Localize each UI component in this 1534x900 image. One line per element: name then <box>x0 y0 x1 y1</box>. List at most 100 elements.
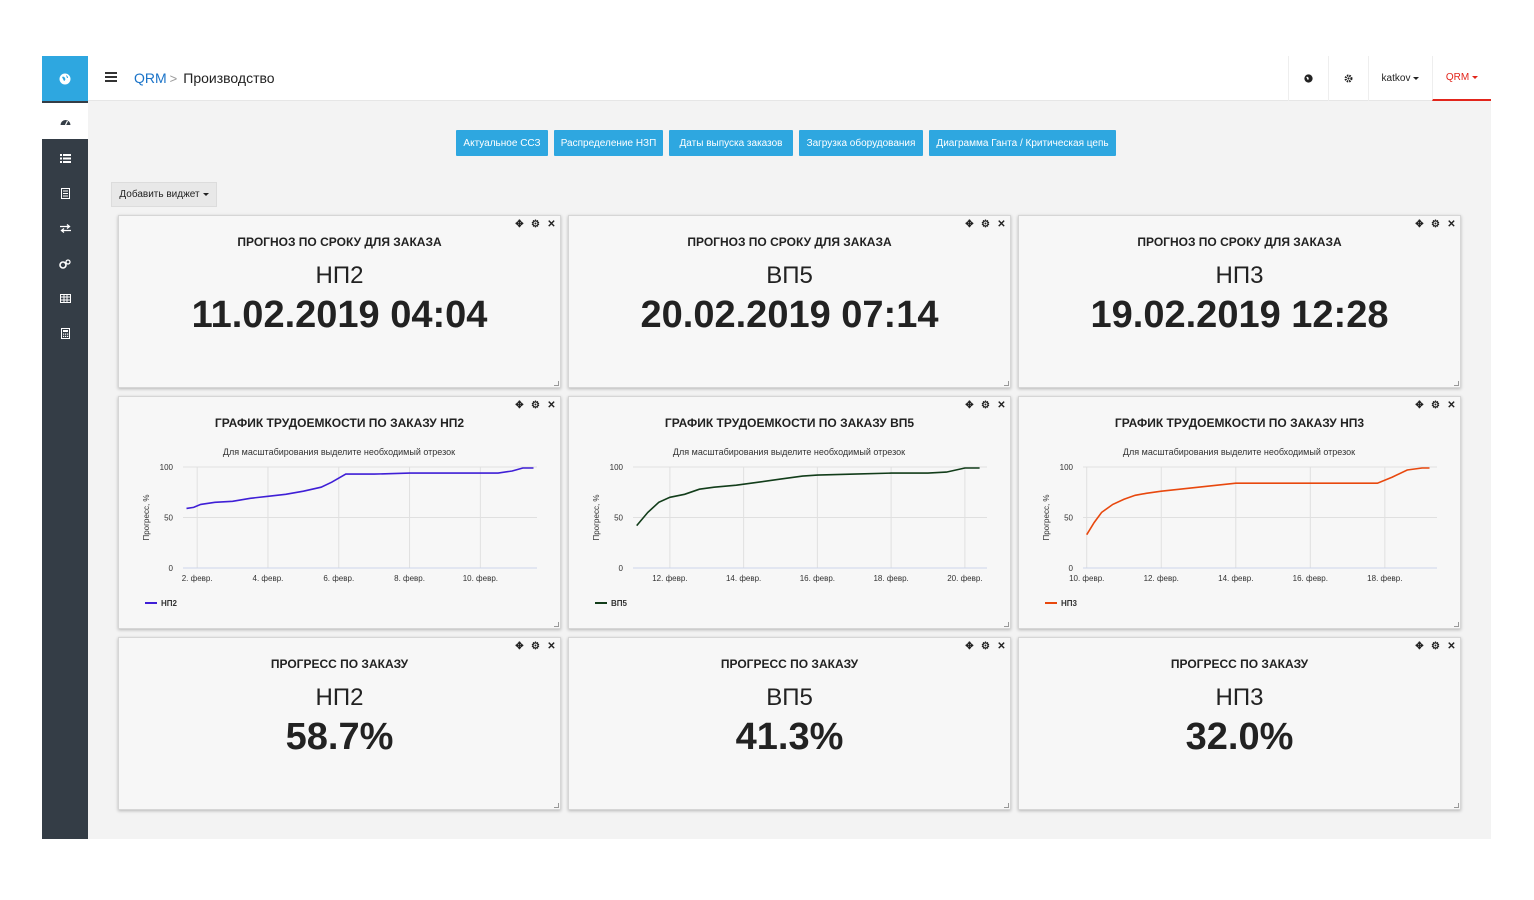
close-icon[interactable]: ✕ <box>547 400 556 411</box>
gear-icon[interactable]: ⚙ <box>1431 641 1440 652</box>
x-tick-label: 14. февр. <box>726 574 761 583</box>
app-menu[interactable]: QRM <box>1432 56 1491 101</box>
globe-button[interactable] <box>1288 56 1328 101</box>
x-tick-label: 20. февр. <box>947 574 982 583</box>
close-icon[interactable]: ✕ <box>997 400 1006 411</box>
tab-release-dates[interactable]: Даты выпуска заказов <box>669 130 793 156</box>
close-icon[interactable]: ✕ <box>1447 641 1456 652</box>
y-tick-label: 50 <box>164 514 173 523</box>
widget-title: ПРОГРЕСС ПО ЗАКАЗУ <box>1170 657 1309 671</box>
order-name: НП2 <box>315 684 364 711</box>
y-axis-label: Прогресс, % <box>1042 494 1051 540</box>
resize-handle[interactable] <box>1004 803 1009 808</box>
x-tick-label: 14. февр. <box>1218 574 1253 583</box>
y-tick-label: 0 <box>169 564 174 573</box>
breadcrumb: QRM > Производство <box>134 70 275 86</box>
labor-chart-widget: ✥ ⚙ ✕ ГРАФИК ТРУДОЕМКОСТИ ПО ЗАКАЗУ ВП5 Дл… <box>568 396 1011 629</box>
widget-controls: ✥ ⚙ ✕ <box>514 219 557 230</box>
resize-handle[interactable] <box>1454 622 1459 627</box>
chart-title: ГРАФИК ТРУДОЕМКОСТИ ПО ЗАКАЗУ НП2 <box>214 416 465 430</box>
move-icon[interactable]: ✥ <box>1415 641 1424 652</box>
resize-handle[interactable] <box>554 622 559 627</box>
user-name: katkov <box>1381 73 1411 84</box>
gear-icon[interactable]: ⚙ <box>1431 400 1440 411</box>
chart-title: ГРАФИК ТРУДОЕМКОСТИ ПО ЗАКАЗУ ВП5 <box>664 416 915 430</box>
sidebar-item-calculator[interactable] <box>42 316 88 351</box>
gear-icon[interactable]: ⚙ <box>981 400 990 411</box>
sidebar-item-document[interactable] <box>42 176 88 211</box>
y-tick-label: 0 <box>1069 564 1074 573</box>
resize-handle[interactable] <box>1454 803 1459 808</box>
sidebar-logo[interactable] <box>42 56 88 101</box>
view-tabs: Актуальное ССЗ Распределение НЗП Даты вы… <box>456 130 1122 156</box>
tab-equipment-load[interactable]: Загрузка оборудования <box>799 130 923 156</box>
tab-actual-ssz[interactable]: Актуальное ССЗ <box>456 130 548 156</box>
add-widget-button[interactable]: Добавить виджет <box>111 182 217 207</box>
sidebar-item-settings[interactable] <box>42 246 88 281</box>
move-icon[interactable]: ✥ <box>1415 400 1424 411</box>
resize-handle[interactable] <box>1004 622 1009 627</box>
tab-gantt[interactable]: Диаграмма Ганта / Критическая цепь <box>929 130 1116 156</box>
x-tick-label: 18. февр. <box>1367 574 1402 583</box>
move-icon[interactable]: ✥ <box>515 641 524 652</box>
close-icon[interactable]: ✕ <box>1447 400 1456 411</box>
move-icon[interactable]: ✥ <box>515 400 524 411</box>
sidebar-item-dashboard[interactable] <box>42 103 88 139</box>
calculator-icon <box>60 328 70 339</box>
widget-title: ПРОГНОЗ ПО СРОКУ ДЛЯ ЗАКАЗА <box>687 235 892 249</box>
breadcrumb-current: Производство <box>183 70 275 86</box>
close-icon[interactable]: ✕ <box>997 219 1006 230</box>
order-name: НП3 <box>1215 262 1264 289</box>
resize-handle[interactable] <box>1004 381 1009 386</box>
move-icon[interactable]: ✥ <box>515 219 524 230</box>
breadcrumb-separator: > <box>169 70 178 86</box>
gear-icon[interactable]: ⚙ <box>531 400 540 411</box>
order-name: НП2 <box>315 262 364 289</box>
x-tick-label: 12. февр. <box>1144 574 1179 583</box>
close-icon[interactable]: ✕ <box>547 641 556 652</box>
sidebar-item-table[interactable] <box>42 281 88 316</box>
table-icon <box>59 294 71 303</box>
chart-plot[interactable]: Для масштабирования выделите необходимый… <box>569 397 1010 628</box>
widget-title: ПРОГРЕСС ПО ЗАКАЗУ <box>720 657 859 671</box>
caret-down-icon <box>202 193 209 196</box>
order-name: НП3 <box>1215 684 1264 711</box>
gear-icon[interactable]: ⚙ <box>531 219 540 230</box>
resize-handle[interactable] <box>554 381 559 386</box>
chart-plot[interactable]: Для масштабирования выделите необходимый… <box>119 397 560 628</box>
close-icon[interactable]: ✕ <box>547 219 556 230</box>
legend-label: ВП5 <box>611 599 628 608</box>
progress-widget: ✥ ⚙ ✕ ПРОГРЕСС ПО ЗАКАЗУ ВП5 41.3% <box>568 637 1011 810</box>
hamburger-icon[interactable] <box>104 70 118 84</box>
close-icon[interactable]: ✕ <box>997 641 1006 652</box>
chart-subtitle: Для масштабирования выделите необходимый… <box>673 447 905 457</box>
chart-subtitle: Для масштабирования выделите необходимый… <box>1123 447 1355 457</box>
resize-handle[interactable] <box>1454 381 1459 386</box>
gear-icon[interactable]: ⚙ <box>1431 219 1440 230</box>
gear-icon[interactable]: ⚙ <box>531 641 540 652</box>
y-axis-label: Прогресс, % <box>142 494 151 540</box>
move-icon[interactable]: ✥ <box>1415 219 1424 230</box>
move-icon[interactable]: ✥ <box>965 641 974 652</box>
x-tick-label: 10. февр. <box>463 574 498 583</box>
chart-plot[interactable]: Для масштабирования выделите необходимый… <box>1019 397 1460 628</box>
sidebar-item-list[interactable] <box>42 141 88 176</box>
topbar: QRM > Производство katkov QRM <box>88 56 1491 101</box>
document-icon <box>60 188 70 199</box>
user-menu[interactable]: katkov <box>1368 56 1432 101</box>
close-icon[interactable]: ✕ <box>1447 219 1456 230</box>
tab-nzp-distribution[interactable]: Распределение НЗП <box>554 130 663 156</box>
gear-icon[interactable]: ⚙ <box>981 219 990 230</box>
move-icon[interactable]: ✥ <box>965 400 974 411</box>
move-icon[interactable]: ✥ <box>965 219 974 230</box>
widget-controls: ✥ ⚙ ✕ <box>964 641 1007 652</box>
widget-controls: ✥ ⚙ ✕ <box>514 400 557 411</box>
chart-title: ГРАФИК ТРУДОЕМКОСТИ ПО ЗАКАЗУ НП3 <box>1114 416 1365 430</box>
sidebar-item-exchange[interactable] <box>42 211 88 246</box>
x-tick-label: 2. февр. <box>182 574 213 583</box>
gear-icon[interactable]: ⚙ <box>981 641 990 652</box>
settings-button[interactable] <box>1328 56 1368 101</box>
resize-handle[interactable] <box>554 803 559 808</box>
labor-chart-widget: ✥ ⚙ ✕ ГРАФИК ТРУДОЕМКОСТИ ПО ЗАКАЗУ НП2 Дл… <box>118 396 561 629</box>
breadcrumb-root[interactable]: QRM <box>134 70 167 86</box>
